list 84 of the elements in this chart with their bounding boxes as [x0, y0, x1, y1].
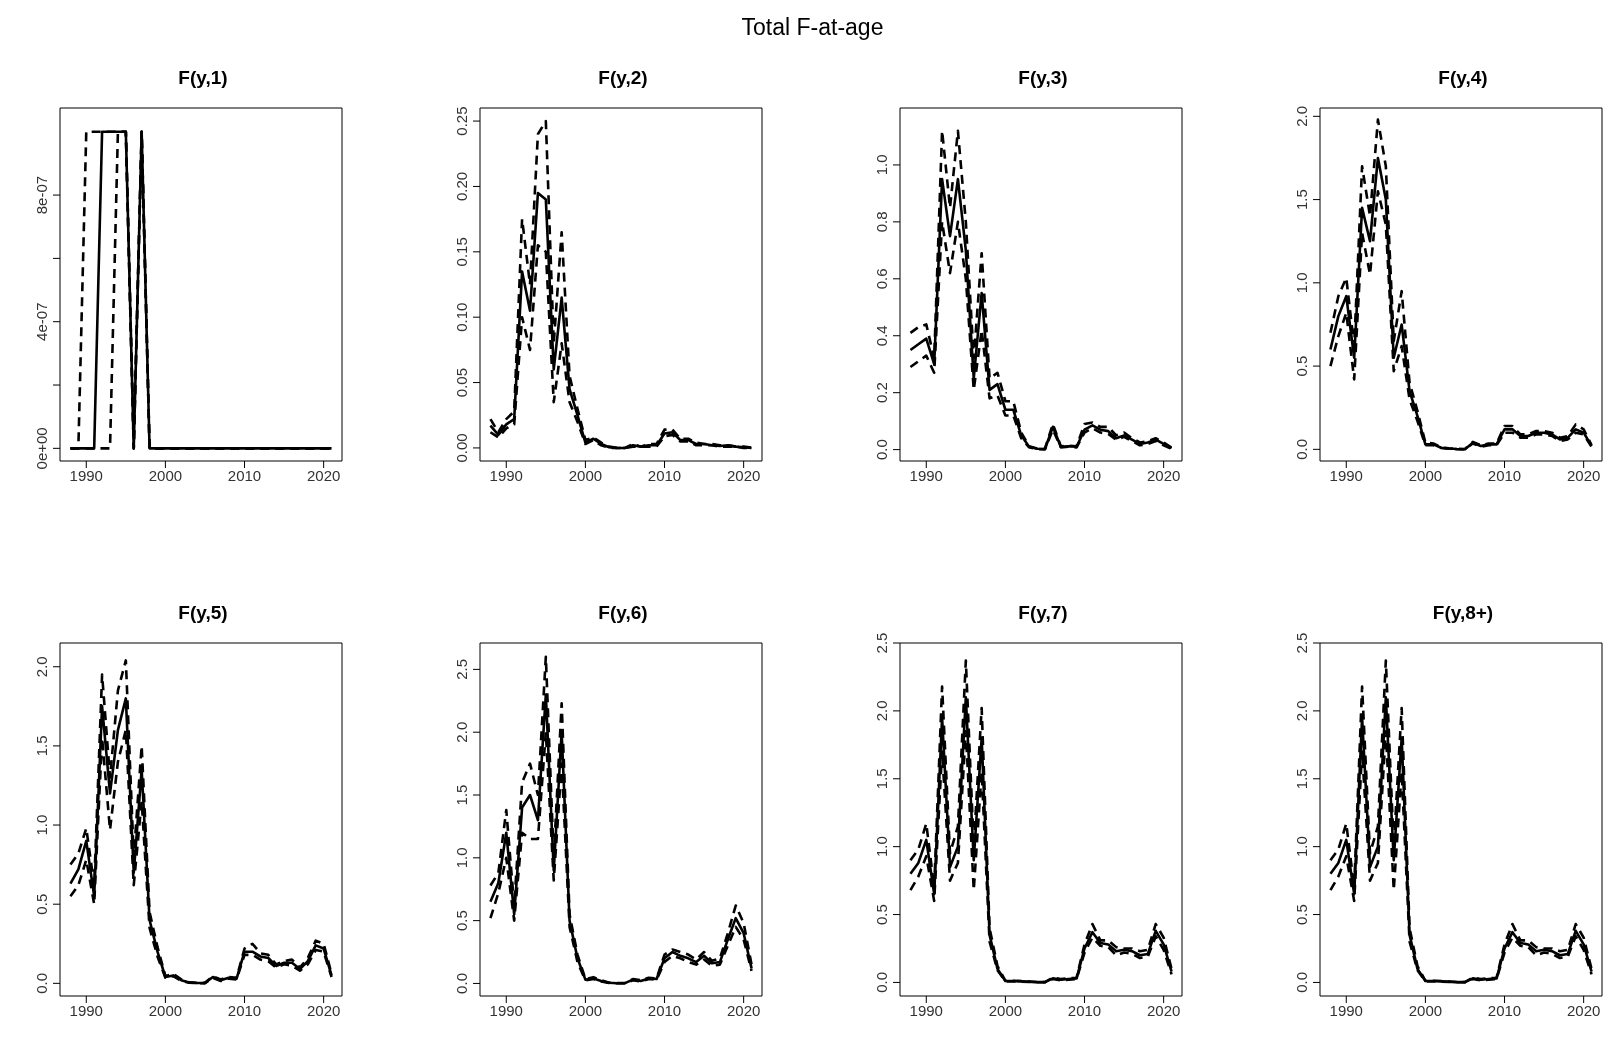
- x-tick-label: 1990: [1329, 1001, 1363, 1019]
- x-tick-label: 2020: [1566, 466, 1601, 484]
- y-tick-label: 2.5: [453, 658, 470, 680]
- x-tick-label: 2010: [1067, 466, 1102, 484]
- x-tick-label: 1990: [489, 1001, 523, 1019]
- x-tick-label: 2020: [726, 466, 761, 484]
- y-tick-label: 1.5: [873, 768, 890, 790]
- x-tick-label: 1990: [909, 466, 943, 484]
- x-tick-label: 1990: [909, 1001, 943, 1019]
- chart-title: F(y,1): [177, 66, 229, 90]
- y-tick-label: 0.05: [453, 367, 470, 398]
- x-tick-label: 2000: [988, 466, 1023, 484]
- x-tick-label: 2000: [568, 1001, 603, 1019]
- y-tick-label: 1.0: [873, 154, 890, 176]
- y-tick-label: 1.5: [1293, 189, 1310, 211]
- x-tick-label: 2020: [306, 466, 341, 484]
- y-tick-label: 2.0: [873, 700, 890, 722]
- x-tick-label: 2000: [988, 1001, 1023, 1019]
- y-tick-label: 0.25: [453, 106, 470, 136]
- x-tick-label: 2020: [1146, 466, 1181, 484]
- y-tick-label: 8e-07: [33, 175, 50, 215]
- y-tick-label: 0.6: [873, 268, 890, 290]
- y-tick-label: 1.5: [1293, 768, 1310, 790]
- x-tick-label: 2020: [1566, 1001, 1601, 1019]
- y-tick-label: 0.0: [1293, 971, 1310, 993]
- y-tick-label: 1.0: [1293, 836, 1310, 858]
- y-tick-label: 1.0: [453, 847, 470, 869]
- chart-title: F(y,7): [1017, 601, 1069, 625]
- x-tick-label: 2020: [1146, 1001, 1181, 1019]
- x-tick-label: 2010: [647, 1001, 682, 1019]
- x-tick-label: 2020: [726, 1001, 761, 1019]
- y-tick-label: 0.00: [453, 433, 470, 463]
- y-tick-label: 1.5: [453, 784, 470, 806]
- y-tick-label: 1.0: [873, 836, 890, 858]
- x-tick-label: 2010: [1487, 466, 1522, 484]
- y-tick-label: 4e-07: [33, 302, 50, 341]
- y-tick-label: 0.0: [873, 439, 890, 461]
- x-tick-label: 2020: [306, 1001, 341, 1019]
- y-tick-label: 0.5: [1293, 355, 1310, 377]
- y-tick-label: 2.0: [33, 656, 50, 678]
- x-tick-label: 1990: [489, 466, 523, 484]
- x-tick-label: 2010: [1487, 1001, 1522, 1019]
- y-tick-label: 0.4: [873, 325, 890, 347]
- y-tick-label: 0.8: [873, 211, 890, 233]
- x-tick-label: 2010: [227, 466, 262, 484]
- y-tick-label: 1.0: [1293, 272, 1310, 294]
- x-tick-label: 2000: [568, 466, 603, 484]
- y-tick-label: 2.5: [1293, 632, 1310, 654]
- y-tick-label: 0.0: [453, 973, 470, 994]
- chart-title: F(y,6): [597, 601, 649, 625]
- x-tick-label: 1990: [69, 1001, 103, 1019]
- y-tick-label: 2.0: [1293, 105, 1310, 127]
- y-tick-label: 1.0: [33, 814, 50, 836]
- y-tick-label: 2.5: [873, 632, 890, 654]
- chart-title: F(y,8+): [1431, 601, 1495, 625]
- y-tick-label: 0e+00: [33, 427, 50, 470]
- x-tick-label: 2010: [647, 466, 682, 484]
- y-tick-label: 2.0: [1293, 700, 1310, 722]
- y-tick-label: 0.5: [1293, 904, 1310, 925]
- y-tick-label: 0.5: [453, 910, 470, 932]
- x-tick-label: 2000: [148, 1001, 183, 1019]
- chart-title: F(y,5): [177, 601, 229, 625]
- x-tick-label: 2010: [227, 1001, 262, 1019]
- y-tick-label: 0.15: [453, 237, 470, 267]
- x-tick-label: 2000: [1408, 1001, 1443, 1019]
- y-tick-label: 1.5: [33, 735, 50, 757]
- y-tick-label: 2.0: [453, 721, 470, 743]
- y-tick-label: 0.10: [453, 302, 470, 332]
- y-tick-label: 0.2: [873, 382, 890, 404]
- y-tick-label: 0.0: [33, 972, 50, 994]
- y-tick-label: 0.5: [33, 893, 50, 915]
- x-tick-label: 1990: [1329, 466, 1363, 484]
- x-tick-label: 2000: [148, 466, 183, 484]
- x-tick-label: 1990: [69, 466, 103, 484]
- y-tick-label: 0.0: [873, 971, 890, 993]
- y-tick-label: 0.0: [1293, 438, 1310, 460]
- y-tick-label: 0.5: [873, 904, 890, 925]
- chart-title: F(y,4): [1437, 66, 1489, 90]
- x-tick-label: 2000: [1408, 466, 1443, 484]
- text: Total F-at-age: [740, 14, 885, 41]
- chart-title: F(y,3): [1017, 66, 1069, 90]
- y-tick-label: 0.20: [453, 171, 470, 202]
- x-tick-label: 2010: [1067, 1001, 1102, 1019]
- chart-title: F(y,2): [597, 66, 649, 90]
